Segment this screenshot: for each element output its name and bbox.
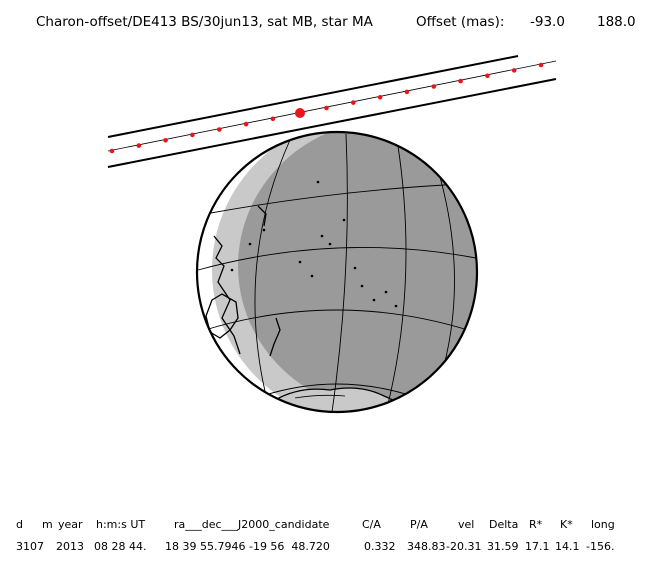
island-dot bbox=[394, 304, 398, 308]
track-point bbox=[377, 95, 383, 100]
track-point bbox=[243, 121, 249, 127]
table-cell: 17.1 bbox=[525, 540, 550, 553]
track-point bbox=[538, 62, 544, 68]
table-header-cell: year bbox=[58, 518, 83, 531]
coastlines bbox=[205, 205, 281, 357]
table-header-cell: ra___dec___J2000_candidate bbox=[174, 518, 330, 531]
track-point bbox=[109, 148, 115, 154]
track-point bbox=[458, 78, 463, 84]
island-dot bbox=[230, 268, 234, 272]
meridian-line bbox=[331, 133, 348, 412]
latitude-line bbox=[204, 309, 469, 331]
track-point bbox=[351, 100, 356, 105]
meridian-line bbox=[254, 139, 291, 412]
island-dot bbox=[353, 266, 357, 270]
track-point bbox=[190, 132, 195, 138]
results-table-header: d m year h:m:s UT ra___dec___J2000_candidate… bbox=[0, 518, 649, 532]
australia-coast bbox=[205, 293, 239, 339]
island-dot bbox=[298, 260, 302, 264]
track-point bbox=[270, 116, 276, 122]
japan-coast bbox=[257, 205, 267, 227]
track-points bbox=[109, 62, 544, 154]
closest-approach-point bbox=[295, 108, 305, 118]
meridian-line bbox=[437, 169, 455, 381]
track-point bbox=[136, 143, 142, 148]
offset-y-value: 188.0 bbox=[597, 14, 636, 30]
table-cell: 14.1 bbox=[555, 540, 580, 553]
meridian-line bbox=[387, 145, 407, 405]
islands bbox=[230, 180, 398, 308]
graticule bbox=[197, 133, 477, 412]
shadow-south-limit bbox=[107, 78, 557, 168]
offset-label: Offset (mas): bbox=[416, 14, 505, 30]
table-header-cell: R* bbox=[529, 518, 543, 531]
island-dot bbox=[316, 180, 320, 184]
table-cell: 0.332 bbox=[364, 540, 396, 553]
island-dot bbox=[262, 228, 266, 232]
track-point bbox=[404, 89, 410, 95]
table-cell: -156. bbox=[586, 540, 615, 553]
table-header-cell: Delta bbox=[489, 518, 519, 531]
table-cell: 2013 bbox=[56, 540, 84, 553]
island-dot bbox=[360, 284, 364, 288]
header: Charon-offset/DE413 BS/30jun13, sat MB, … bbox=[0, 14, 649, 34]
table-header-cell: P/A bbox=[410, 518, 428, 531]
table-cell: 18 39 55.7946 -19 56 48.720 bbox=[165, 540, 330, 553]
table-header-cell: C/A bbox=[362, 518, 381, 531]
table-header-cell: vel bbox=[458, 518, 475, 531]
track-point bbox=[163, 138, 168, 143]
latitude-line bbox=[197, 246, 477, 271]
island-dot bbox=[320, 234, 324, 238]
offset-x-value: -93.0 bbox=[530, 14, 565, 30]
latitude-line bbox=[204, 183, 464, 215]
island-dot bbox=[372, 298, 376, 302]
table-header-cell: long bbox=[591, 518, 615, 531]
track-point bbox=[485, 73, 490, 79]
night-zone bbox=[238, 132, 477, 412]
table-cell: 08 28 44. bbox=[94, 540, 147, 553]
table-cell: -20.31 bbox=[446, 540, 482, 553]
results-table-row: 31 07 2013 08 28 44. 18 39 55.7946 -19 56 48… bbox=[0, 540, 649, 554]
table-cell: 31 bbox=[16, 540, 30, 553]
latitude-line bbox=[261, 383, 413, 397]
page-title: Charon-offset/DE413 BS/30jun13, sat MB, … bbox=[36, 14, 373, 30]
track-point bbox=[217, 127, 222, 132]
globe-shading bbox=[212, 132, 477, 412]
island-dot bbox=[342, 218, 346, 222]
island-dot bbox=[328, 242, 332, 246]
track-point bbox=[431, 84, 437, 89]
globe-outline bbox=[195, 130, 479, 414]
shadow-north-limit bbox=[107, 55, 519, 138]
island-dot bbox=[384, 290, 388, 294]
table-header-cell: d bbox=[16, 518, 23, 531]
island-dot bbox=[248, 242, 252, 246]
new-zealand bbox=[269, 317, 281, 357]
table-cell: 348.83 bbox=[407, 540, 446, 553]
shadow-centerline bbox=[107, 60, 557, 152]
table-header-cell: K* bbox=[560, 518, 573, 531]
track-point bbox=[324, 105, 329, 111]
table-header-cell: h:m:s UT bbox=[96, 518, 146, 531]
island-dot bbox=[310, 274, 314, 278]
table-cell: 07 bbox=[30, 540, 44, 553]
table-header-cell: m bbox=[42, 518, 53, 531]
table-cell: 31.59 bbox=[487, 540, 519, 553]
track-point bbox=[511, 68, 517, 73]
